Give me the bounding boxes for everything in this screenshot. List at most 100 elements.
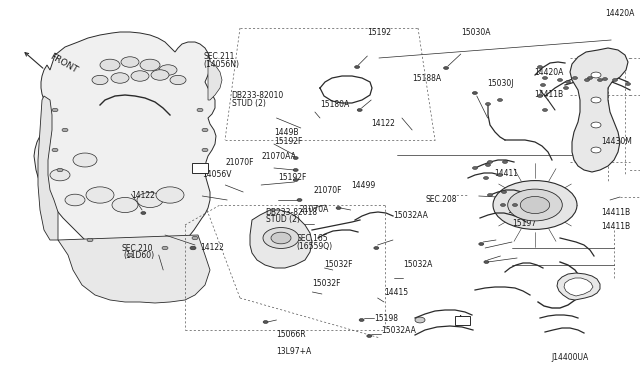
Text: 14056V: 14056V — [202, 170, 232, 179]
Circle shape — [472, 167, 477, 170]
Circle shape — [513, 203, 518, 206]
Text: 15066R: 15066R — [276, 330, 306, 339]
Circle shape — [588, 77, 593, 80]
Text: SEC.165: SEC.165 — [296, 234, 328, 243]
Circle shape — [92, 76, 108, 85]
Text: A: A — [458, 314, 463, 324]
Text: 21070F: 21070F — [225, 158, 254, 167]
Circle shape — [484, 260, 489, 263]
Circle shape — [192, 236, 198, 240]
Circle shape — [57, 168, 63, 172]
Circle shape — [584, 78, 589, 81]
Circle shape — [197, 108, 203, 112]
Circle shape — [538, 94, 543, 97]
Text: (16559Q): (16559Q) — [296, 242, 332, 251]
Circle shape — [497, 174, 502, 176]
Text: 14411B: 14411B — [602, 208, 631, 217]
Text: J14400UA: J14400UA — [552, 353, 589, 362]
Circle shape — [100, 59, 120, 71]
Circle shape — [121, 57, 139, 67]
Text: 15192F: 15192F — [274, 137, 302, 146]
Polygon shape — [208, 60, 222, 100]
Circle shape — [486, 103, 490, 105]
Circle shape — [508, 189, 563, 221]
Circle shape — [162, 246, 168, 250]
Circle shape — [444, 67, 449, 70]
Circle shape — [479, 243, 484, 246]
Circle shape — [151, 70, 169, 80]
Circle shape — [500, 203, 506, 206]
Circle shape — [141, 212, 146, 214]
Text: 21070F: 21070F — [314, 186, 342, 195]
Text: 15180A: 15180A — [320, 100, 349, 109]
Text: 15032A: 15032A — [403, 260, 433, 269]
Circle shape — [293, 179, 298, 182]
Circle shape — [355, 65, 360, 68]
Text: (14056N): (14056N) — [204, 60, 239, 69]
Text: 15196: 15196 — [508, 206, 532, 215]
Circle shape — [591, 147, 601, 153]
Text: 15192: 15192 — [367, 28, 391, 37]
Text: 14411B: 14411B — [602, 222, 631, 231]
Text: (11D60): (11D60) — [124, 251, 155, 260]
Polygon shape — [557, 273, 600, 300]
Circle shape — [415, 317, 425, 323]
Circle shape — [557, 78, 563, 81]
Text: 15192F: 15192F — [278, 173, 307, 182]
Circle shape — [625, 83, 630, 86]
Circle shape — [472, 92, 477, 94]
Circle shape — [488, 193, 493, 196]
Circle shape — [541, 84, 545, 86]
Circle shape — [112, 198, 138, 212]
Text: 21070A: 21070A — [300, 205, 329, 214]
Circle shape — [111, 73, 129, 83]
Circle shape — [52, 148, 58, 152]
Text: SEC.210: SEC.210 — [122, 244, 153, 253]
Circle shape — [502, 190, 506, 193]
Polygon shape — [570, 48, 628, 172]
Circle shape — [137, 192, 163, 208]
Text: SEC.211: SEC.211 — [204, 52, 235, 61]
Polygon shape — [58, 235, 210, 303]
Circle shape — [297, 199, 302, 202]
Text: 14122: 14122 — [200, 244, 224, 253]
Circle shape — [52, 108, 58, 112]
Circle shape — [359, 318, 364, 321]
Text: FRONT: FRONT — [48, 51, 79, 74]
Text: 21070AA: 21070AA — [261, 152, 296, 161]
Circle shape — [202, 148, 208, 152]
Circle shape — [190, 246, 196, 250]
Text: 13L97+A: 13L97+A — [276, 347, 312, 356]
Circle shape — [263, 321, 268, 323]
Text: SEC.208: SEC.208 — [426, 195, 457, 203]
Circle shape — [86, 187, 114, 203]
Text: 15030J: 15030J — [488, 79, 514, 88]
Circle shape — [156, 187, 184, 203]
Text: 14122: 14122 — [371, 119, 395, 128]
Circle shape — [538, 65, 543, 68]
FancyBboxPatch shape — [193, 163, 207, 173]
Circle shape — [591, 122, 601, 128]
Text: 15032F: 15032F — [312, 279, 341, 288]
Text: 15032AA: 15032AA — [381, 326, 416, 335]
Circle shape — [591, 97, 601, 103]
Text: 1449B: 1449B — [274, 128, 298, 137]
Circle shape — [488, 161, 493, 163]
Circle shape — [170, 76, 186, 85]
Text: 14415: 14415 — [384, 288, 408, 296]
Circle shape — [197, 168, 203, 172]
Text: 15197: 15197 — [512, 219, 536, 228]
Circle shape — [591, 72, 601, 78]
Text: 15032F: 15032F — [324, 260, 353, 269]
Text: DB233-82010: DB233-82010 — [232, 92, 284, 100]
Circle shape — [543, 77, 547, 80]
Circle shape — [73, 153, 97, 167]
Text: 14499: 14499 — [351, 181, 375, 190]
Text: 15198: 15198 — [374, 314, 398, 323]
Circle shape — [374, 247, 379, 250]
Circle shape — [357, 109, 362, 112]
Circle shape — [612, 78, 618, 81]
Text: 15032AA: 15032AA — [393, 211, 428, 220]
Circle shape — [65, 194, 85, 206]
Text: DB233-82018: DB233-82018 — [266, 208, 317, 217]
